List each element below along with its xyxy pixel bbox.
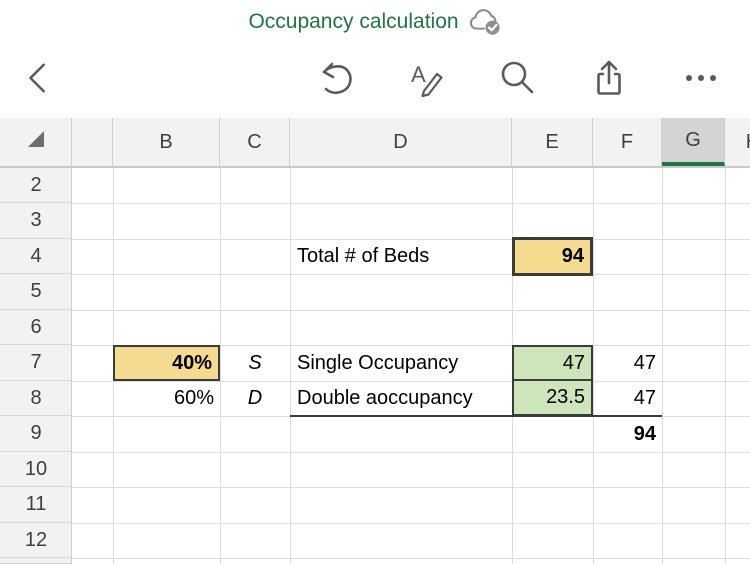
cell-F9-total[interactable]: 94 bbox=[633, 422, 656, 445]
column-header-e[interactable]: E bbox=[512, 118, 593, 166]
cell-D8[interactable]: Double aoccupancy bbox=[297, 387, 473, 409]
gridline bbox=[290, 168, 291, 564]
column-header-f[interactable]: F bbox=[593, 118, 662, 166]
gridline bbox=[725, 168, 726, 564]
row-header-3[interactable]: 3 bbox=[0, 203, 71, 239]
gridline bbox=[72, 239, 750, 240]
select-all-triangle-icon bbox=[25, 128, 47, 156]
back-button[interactable] bbox=[17, 56, 61, 100]
row-headers: 2 3 4 5 6 7 8 9 10 11 12 bbox=[0, 168, 72, 564]
gridline bbox=[593, 168, 594, 564]
share-icon bbox=[589, 58, 629, 98]
row-header-4[interactable]: 4 bbox=[0, 239, 71, 274]
row-header-12[interactable]: 12 bbox=[0, 523, 71, 558]
gridline bbox=[72, 203, 750, 204]
format-button[interactable]: A bbox=[405, 56, 449, 100]
cell-C7[interactable]: S bbox=[248, 351, 262, 374]
font-format-pencil-icon: A bbox=[407, 58, 447, 98]
cell-F8[interactable]: 47 bbox=[633, 387, 656, 409]
sheet-grid[interactable]: Total # of Beds 94 40% S Single Occupanc… bbox=[72, 168, 750, 564]
column-header-c[interactable]: C bbox=[220, 118, 290, 166]
column-header-g-selected[interactable]: G bbox=[662, 118, 725, 166]
cloud-sync-check-icon bbox=[468, 7, 502, 42]
select-all-corner[interactable] bbox=[0, 118, 72, 166]
column-header-d[interactable]: D bbox=[290, 118, 512, 166]
cell-B7-single-pct[interactable]: 40% bbox=[113, 345, 220, 381]
svg-text:A: A bbox=[411, 62, 426, 87]
column-header-a[interactable] bbox=[72, 118, 113, 166]
cell-E7[interactable]: 47 bbox=[512, 345, 593, 381]
gridline bbox=[72, 452, 750, 453]
search-icon bbox=[496, 58, 536, 98]
cell-E8[interactable]: 23.5 bbox=[512, 379, 593, 416]
row-header-7[interactable]: 7 bbox=[0, 345, 71, 381]
row-header-5[interactable]: 5 bbox=[0, 274, 71, 310]
column-headers: B C D E F G H bbox=[0, 118, 750, 168]
cell-B8-double-pct[interactable]: 60% bbox=[173, 387, 214, 409]
gridline bbox=[72, 345, 750, 346]
row-header-8[interactable]: 8 bbox=[0, 381, 71, 416]
gridline bbox=[662, 168, 663, 564]
more-options-button[interactable] bbox=[679, 56, 723, 100]
undo-button[interactable] bbox=[313, 56, 357, 100]
cell-E4-total-beds[interactable]: 94 bbox=[512, 237, 593, 276]
cell-C8[interactable]: D bbox=[247, 387, 263, 409]
gridline bbox=[72, 381, 750, 382]
undo-icon bbox=[315, 58, 355, 98]
column-header-b[interactable]: B bbox=[113, 118, 220, 166]
search-button[interactable] bbox=[494, 56, 538, 100]
toolbar: A bbox=[0, 48, 750, 104]
cell-D4[interactable]: Total # of Beds bbox=[297, 245, 430, 267]
row-header-11[interactable]: 11 bbox=[0, 487, 71, 523]
titlebar: Occupancy calculation bbox=[0, 0, 750, 44]
gridline bbox=[72, 310, 750, 311]
share-button[interactable] bbox=[587, 56, 631, 100]
ellipsis-icon bbox=[681, 58, 721, 98]
chevron-left-icon bbox=[20, 58, 58, 98]
row-header-2[interactable]: 2 bbox=[0, 168, 71, 203]
gridline bbox=[72, 487, 750, 488]
row-header-9[interactable]: 9 bbox=[0, 416, 71, 452]
gridline bbox=[72, 523, 750, 524]
gridline bbox=[72, 274, 750, 275]
column-header-h[interactable]: H bbox=[725, 118, 750, 166]
row-header-6[interactable]: 6 bbox=[0, 310, 71, 345]
gridline bbox=[220, 168, 221, 564]
sum-border-line bbox=[290, 415, 662, 417]
cell-D7[interactable]: Single Occupancy bbox=[297, 351, 459, 374]
cell-F7[interactable]: 47 bbox=[633, 351, 656, 374]
gridline bbox=[72, 558, 750, 559]
row-header-13-partial[interactable] bbox=[0, 558, 71, 564]
document-title[interactable]: Occupancy calculation bbox=[248, 10, 459, 33]
row-header-10[interactable]: 10 bbox=[0, 452, 71, 487]
